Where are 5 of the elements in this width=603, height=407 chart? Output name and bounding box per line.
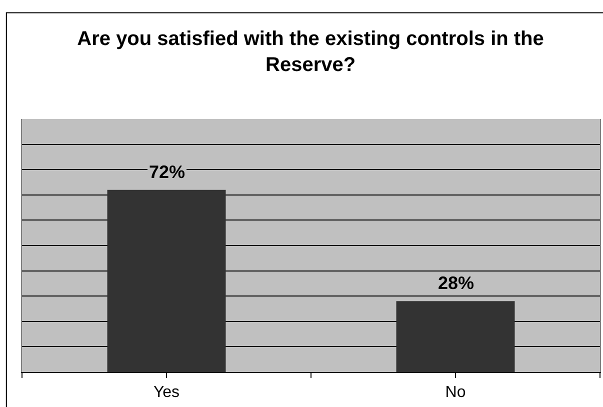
data-label: 28% (438, 273, 474, 293)
x-tick-label: No (445, 384, 466, 402)
chart-title: Are you satisfied with the existing controls in the Reserve? (77, 28, 544, 76)
data-label: 72% (149, 162, 186, 182)
x-tick-label: Yes (153, 384, 180, 402)
